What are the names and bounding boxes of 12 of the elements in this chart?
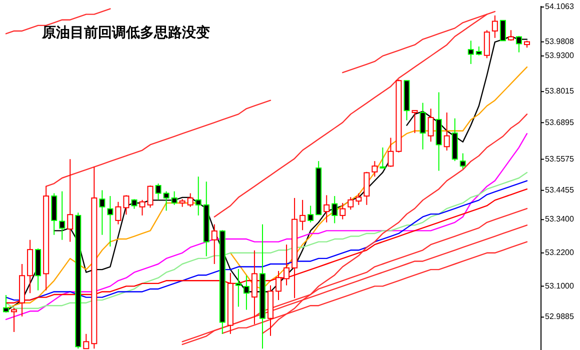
title: 原油目前回调低多思路没变 xyxy=(42,25,210,41)
y-tick-label: 53.8015 xyxy=(545,86,574,96)
y-tick-label: 52.9885 xyxy=(545,312,574,322)
y-tick-label: 53.2200 xyxy=(545,248,574,258)
y-tick-label: 53.9300 xyxy=(545,51,574,60)
y-tick-label: 53.3400 xyxy=(545,214,574,224)
y-tick-label: 53.9808 xyxy=(545,36,574,46)
y-tick-label: 53.4455 xyxy=(545,185,574,194)
y-tick-label: 53.5575 xyxy=(545,154,574,164)
y-tick-label: 53.6895 xyxy=(545,118,574,127)
y-tick-label: 54.1063 xyxy=(545,2,574,12)
y-tick-label: 53.1000 xyxy=(545,281,574,290)
